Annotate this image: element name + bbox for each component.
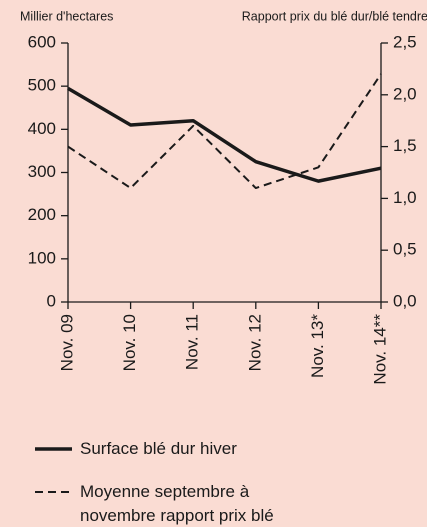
- y2-tick-label: 2,5: [393, 32, 417, 51]
- y-tick-label: 600: [28, 32, 56, 51]
- x-tick-label: Nov. 11: [183, 314, 202, 370]
- x-tick-label: Nov. 09: [57, 314, 76, 371]
- y-axis-title: Millier d'hectares: [20, 9, 113, 23]
- x-tick-label: Nov. 10: [120, 314, 139, 371]
- x-tick-label: Nov. 12: [245, 314, 264, 371]
- series-line: [67, 86, 382, 183]
- y-tick-label: 500: [28, 76, 56, 95]
- y2-tick-label: 1,5: [393, 136, 417, 155]
- y2-tick-label: 2,0: [393, 84, 417, 103]
- y2-tick-label: 1,0: [393, 188, 417, 207]
- y-tick-label: 200: [28, 205, 56, 224]
- y-tick-label: 400: [28, 119, 56, 138]
- x-tick-label: Nov. 14**: [370, 314, 389, 385]
- legend-label: Moyenne septembre à novembre rapport pri…: [80, 482, 274, 525]
- x-tick-label: Nov. 13*: [308, 314, 327, 378]
- y2-tick-label: 0,5: [393, 240, 417, 259]
- y-tick-label: 100: [28, 248, 56, 267]
- y2-tick-label: 0,0: [393, 291, 417, 310]
- series-line: [67, 73, 382, 190]
- y-tick-label: 300: [28, 162, 56, 181]
- y2-axis-title: Rapport prix du blé dur/blé tendre: [242, 9, 427, 23]
- y-tick-label: 0: [47, 291, 56, 310]
- legend-label: Surface blé dur hiver: [80, 439, 237, 458]
